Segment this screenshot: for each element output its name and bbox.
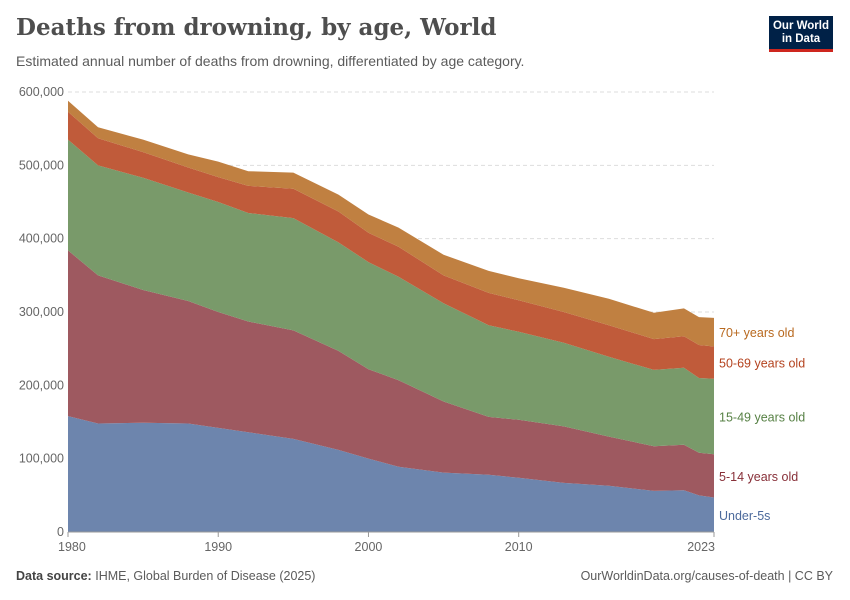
x-tick-label: 2010	[505, 540, 533, 554]
x-tick-label: 1990	[204, 540, 232, 554]
area-70-years-old	[68, 100, 714, 347]
logo-line-1: Our World	[772, 20, 829, 32]
series-label: 15-49 years old	[719, 411, 805, 425]
x-tick-label: 1980	[58, 540, 86, 554]
chart-subtitle: Estimated annual number of deaths from d…	[16, 53, 525, 69]
series-label: 5-14 years old	[719, 470, 798, 484]
series-label: 70+ years old	[719, 326, 794, 340]
data-source-text[interactable]: IHME, Global Burden of Disease (2025)	[95, 569, 316, 583]
area-50-69-years-old	[68, 111, 714, 379]
y-tick-label: 500,000	[19, 158, 64, 172]
area-15-49-years-old	[68, 139, 714, 455]
y-tick-label: 600,000	[19, 85, 64, 99]
y-tick-label: 0	[57, 525, 64, 539]
chart-title: Deaths from drowning, by age, World	[16, 14, 497, 41]
footer-link[interactable]: OurWorldinData.org/causes-of-death | CC …	[580, 569, 833, 583]
owid-logo[interactable]: Our World in Data	[769, 16, 833, 52]
series-label: 50-69 years old	[719, 357, 805, 371]
x-tick-label: 2023	[687, 540, 715, 554]
x-tick-label: 2000	[355, 540, 383, 554]
y-tick-label: 300,000	[19, 305, 64, 319]
area-5-14-years-old	[68, 250, 714, 498]
data-source-label: Data source:	[16, 569, 92, 583]
data-source: Data source: IHME, Global Burden of Dise…	[16, 569, 315, 583]
series-label: Under-5s	[719, 509, 770, 523]
y-tick-label: 200,000	[19, 378, 64, 392]
logo-line-2: in Data	[781, 33, 821, 45]
area-under-5s	[68, 416, 714, 532]
y-tick-label: 400,000	[19, 232, 64, 246]
y-tick-label: 100,000	[19, 452, 64, 466]
